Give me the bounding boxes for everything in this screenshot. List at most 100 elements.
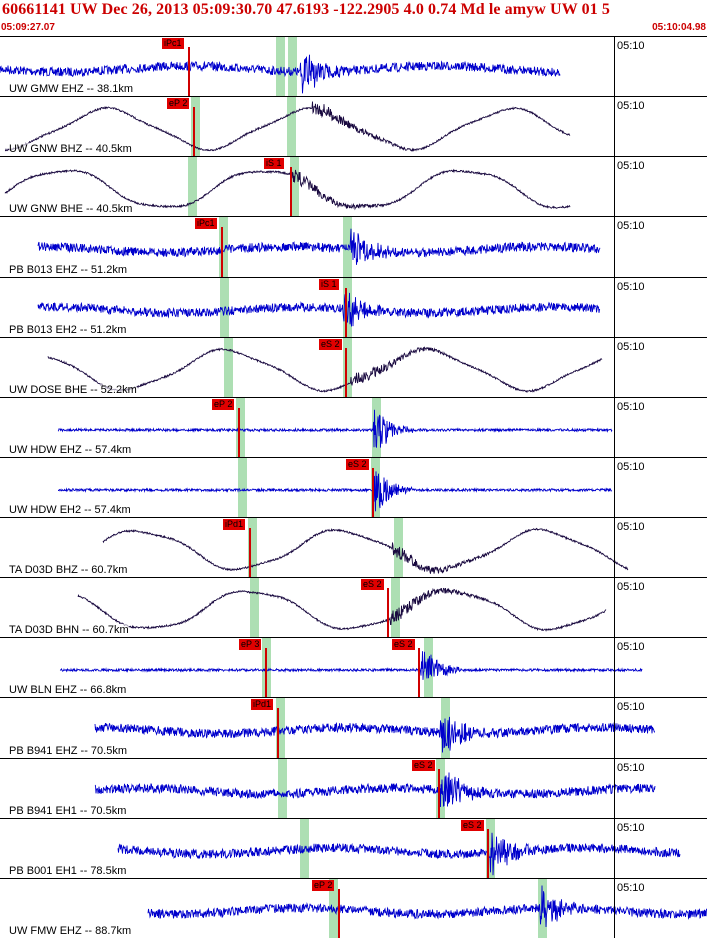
waveform-trace <box>0 54 561 94</box>
waveform-plot <box>58 471 613 512</box>
pick-label[interactable]: iPd1 <box>223 519 246 530</box>
pick-label[interactable]: iS 1 <box>264 158 284 169</box>
trace-panel[interactable]: eP 3 eS 2 05:10 UW BLN EHZ -- 66.8km <box>0 637 707 697</box>
trace-panel[interactable]: iPd1 05:10 TA D03D BHZ -- 60.7km <box>0 517 707 577</box>
pick-label[interactable]: iPc1 <box>195 218 217 229</box>
time-tick-line <box>614 879 615 938</box>
time-tick-label: 05:10 <box>617 762 645 774</box>
pick-line[interactable] <box>372 468 374 517</box>
trace-panel[interactable]: eP 2 05:10 UW FMW EHZ -- 88.7km <box>0 878 707 938</box>
waveform-trace <box>37 292 601 327</box>
pick-line[interactable] <box>418 648 420 697</box>
pick-line[interactable] <box>238 408 240 457</box>
time-tick-label: 05:10 <box>617 220 645 232</box>
waveform-trace <box>4 168 571 211</box>
time-tick-line <box>614 278 615 337</box>
pick-line[interactable] <box>387 588 389 637</box>
time-tick-line <box>614 338 615 397</box>
time-tick-label: 05:10 <box>617 40 645 52</box>
trace-panel[interactable]: iPc1 05:10 PB B013 EHZ -- 51.2km <box>0 216 707 277</box>
pick-label[interactable]: eP 2 <box>212 399 235 410</box>
trace-panel[interactable]: eS 2 05:10 UW DOSE BHE -- 52.2km <box>0 337 707 397</box>
trace-panel[interactable]: eS 2 05:10 PB B941 EH1 -- 70.5km <box>0 758 707 818</box>
time-tick-line <box>614 458 615 517</box>
phase-window-marker <box>288 37 297 96</box>
phase-window-marker <box>224 338 233 397</box>
pick-label[interactable]: iPd1 <box>251 699 274 710</box>
trace-panel[interactable]: eS 2 05:10 UW HDW EH2 -- 57.4km <box>0 457 707 517</box>
time-tick-line <box>614 759 615 818</box>
waveform-trace <box>77 587 607 632</box>
pick-label[interactable]: eS 2 <box>461 820 484 831</box>
phase-window-marker <box>191 97 200 156</box>
pick-line[interactable] <box>249 528 251 577</box>
pick-line[interactable] <box>277 708 279 758</box>
phase-window-marker <box>372 398 381 457</box>
pick-label[interactable]: eP 3 <box>239 639 262 650</box>
pick-label[interactable]: eS 2 <box>412 760 435 771</box>
seismogram-panels: iPc1 05:10 UW GMW EHZ -- 38.1km eP 2 05:10 UW… <box>0 36 707 938</box>
pick-label-2[interactable]: eS 2 <box>392 639 415 650</box>
waveform-plot <box>57 409 613 448</box>
pick-label[interactable]: iPc1 <box>162 38 184 49</box>
time-tick-label: 05:10 <box>617 160 645 172</box>
trace-panel[interactable]: iPc1 05:10 UW GMW EHZ -- 38.1km <box>0 36 707 96</box>
pick-line[interactable] <box>487 829 489 878</box>
pick-line[interactable] <box>193 107 195 156</box>
pick-label[interactable]: eS 2 <box>361 579 384 590</box>
pick-line[interactable] <box>265 648 267 697</box>
pick-label[interactable]: eS 2 <box>319 339 342 350</box>
waveform-trace <box>94 716 655 753</box>
window-start-time: 05:09:27.07 <box>1 22 55 33</box>
time-tick-line <box>614 97 615 156</box>
waveform-trace <box>102 527 629 574</box>
time-tick-label: 05:10 <box>617 281 645 293</box>
waveform-plot <box>37 292 601 327</box>
pick-line[interactable] <box>221 227 223 277</box>
phase-window-marker <box>236 398 245 457</box>
station-label: PB B013 EH2 -- 51.2km <box>9 324 127 336</box>
time-tick-label: 05:10 <box>617 641 645 653</box>
phase-window-marker <box>343 338 352 397</box>
waveform-plot <box>77 587 607 632</box>
pick-label[interactable]: eP 2 <box>167 98 190 109</box>
pick-line[interactable] <box>188 47 190 96</box>
phase-window-marker <box>394 518 403 577</box>
pick-label[interactable]: eS 2 <box>346 459 369 470</box>
window-end-time: 05:10:04.98 <box>652 22 706 33</box>
pick-label[interactable]: iS 1 <box>319 279 339 290</box>
pick-line[interactable] <box>438 769 440 818</box>
pick-line[interactable] <box>345 288 347 337</box>
event-title: 60661141 UW Dec 26, 2013 05:09:30.70 47.… <box>2 1 611 18</box>
phase-window-marker <box>343 278 352 337</box>
pick-line[interactable] <box>338 889 340 938</box>
time-tick-line <box>614 37 615 96</box>
time-tick-line <box>614 217 615 277</box>
waveform-trace <box>4 101 571 153</box>
trace-panel[interactable]: iPd1 05:10 PB B941 EHZ -- 70.5km <box>0 697 707 758</box>
station-label: UW GMW EHZ -- 38.1km <box>9 83 134 95</box>
station-label: PB B941 EHZ -- 70.5km <box>9 745 127 757</box>
trace-panel[interactable]: iS 1 05:10 UW GNW BHE -- 40.5km <box>0 156 707 216</box>
time-tick-line <box>614 578 615 637</box>
phase-window-marker <box>188 157 197 216</box>
phase-window-marker <box>278 759 287 818</box>
time-tick-line <box>614 398 615 457</box>
phase-window-marker <box>287 97 296 156</box>
pick-line[interactable] <box>290 167 292 216</box>
station-label: TA D03D BHZ -- 60.7km <box>9 564 128 576</box>
pick-line[interactable] <box>345 348 347 397</box>
waveform-trace <box>94 772 656 808</box>
time-tick-label: 05:10 <box>617 882 645 894</box>
time-tick-line <box>614 157 615 216</box>
trace-panel[interactable]: iS 1 05:10 PB B013 EH2 -- 51.2km <box>0 277 707 337</box>
waveform-plot <box>37 228 601 265</box>
pick-label[interactable]: eP 2 <box>312 880 335 891</box>
trace-panel[interactable]: eS 2 05:10 TA D03D BHN -- 60.7km <box>0 577 707 637</box>
time-tick-label: 05:10 <box>617 461 645 473</box>
waveform-plot <box>0 54 561 94</box>
phase-window-marker <box>276 37 285 96</box>
trace-panel[interactable]: eP 2 05:10 UW HDW EHZ -- 57.4km <box>0 397 707 457</box>
trace-panel[interactable]: eS 2 05:10 PB B001 EH1 -- 78.5km <box>0 818 707 878</box>
trace-panel[interactable]: eP 2 05:10 UW GNW BHZ -- 40.5km <box>0 96 707 156</box>
